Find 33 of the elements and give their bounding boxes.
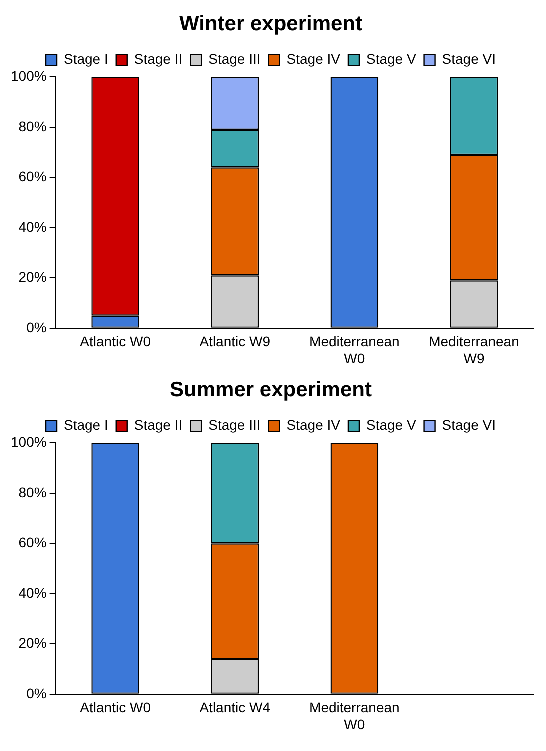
y-tick-label: 100%: [10, 68, 47, 84]
legend-label: Stage II: [134, 417, 183, 434]
y-tick-label: 60%: [18, 168, 47, 185]
legend-label: Stage I: [64, 51, 108, 68]
y-tick-label: 40%: [18, 218, 47, 235]
y-tick-label: 0%: [26, 685, 47, 702]
legend-label: Stage IV: [286, 417, 342, 434]
y-tick-label: 80%: [18, 484, 47, 500]
y-tick-label: 20%: [18, 269, 47, 286]
x-tick-label: Atlantic W0: [80, 700, 152, 716]
y-tick-label: 80%: [18, 118, 47, 134]
legend-label: Stage III: [208, 417, 261, 434]
legend-label: Stage V: [366, 51, 417, 68]
y-tick-label: 0%: [26, 319, 47, 336]
y-tick-label: 20%: [18, 635, 47, 652]
legend-label: Stage III: [208, 51, 261, 68]
legend-label: Stage IV: [286, 51, 342, 68]
legend-label: Stage V: [366, 417, 417, 434]
legend-label: Stage VI: [442, 417, 496, 434]
x-tick-label: Mediterranean W9: [429, 334, 520, 366]
x-tick-label: Mediterranean W0: [310, 334, 400, 366]
x-tick-label: Atlantic W4: [200, 700, 271, 716]
x-tick-label: Atlantic W9: [200, 334, 271, 350]
y-tick-label: 40%: [18, 584, 47, 601]
chart-title: Winter experiment: [179, 12, 363, 36]
legend-label: Stage II: [134, 51, 183, 68]
chart-title: Summer experiment: [170, 378, 372, 402]
legend-label: Stage VI: [442, 51, 496, 68]
legend-label: Stage I: [64, 417, 108, 434]
y-tick-label: 60%: [18, 534, 47, 551]
y-tick-label: 100%: [10, 434, 47, 450]
x-tick-label: Atlantic W0: [80, 334, 152, 350]
x-tick-label: Mediterranean W0: [310, 700, 400, 732]
